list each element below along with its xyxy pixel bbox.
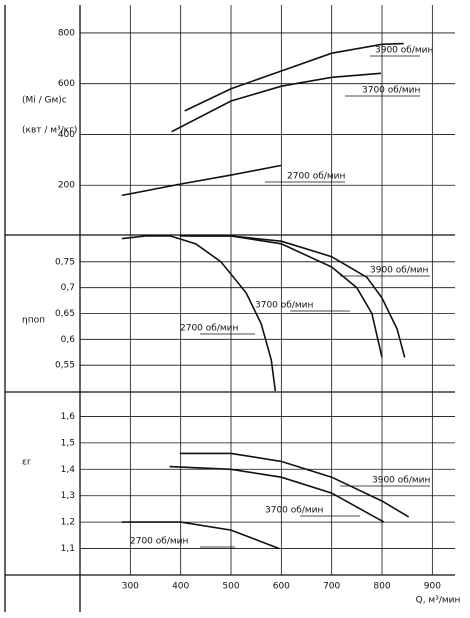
y-axis-label: (Mi / Gм)с (22, 96, 67, 106)
y-tick-label: 0,6 (61, 335, 76, 345)
series-label: 2700 об/мин (287, 172, 345, 182)
y-tick-label: 0,7 (61, 283, 75, 293)
y-tick-label: 400 (58, 130, 75, 140)
y-tick-label: 1,1 (61, 544, 75, 554)
y-tick-label: 1,3 (61, 491, 75, 501)
y-tick-label: 1,5 (61, 438, 75, 448)
series-label: 3900 об/мин (372, 476, 430, 486)
curve (171, 72, 382, 133)
y-axis-label: ηпоп (22, 316, 45, 326)
curve (179, 452, 410, 518)
y-tick-label: 1,2 (61, 518, 75, 528)
y-axis-label: εr (22, 458, 31, 468)
y-tick-label: 600 (58, 79, 75, 89)
curve (121, 235, 277, 392)
y-tick-label: 0,55 (55, 361, 75, 371)
x-tick-label: 800 (373, 582, 390, 592)
y-tick-label: 800 (58, 28, 75, 38)
series-label: 2700 об/мин (180, 324, 238, 334)
series-label: 3900 об/мин (370, 266, 428, 276)
curve (179, 235, 383, 358)
y-axis-label: (квт / м³/кг) (22, 126, 77, 136)
series-label: 3900 об/мин (375, 46, 433, 56)
x-axis-label: Q, м³/мин (416, 596, 461, 606)
x-tick-label: 400 (172, 582, 189, 592)
series-label: 3700 об/мин (255, 301, 313, 311)
y-tick-label: 1,6 (61, 412, 76, 422)
x-tick-label: 300 (122, 582, 139, 592)
series-label: 2700 об/мин (130, 537, 188, 547)
series-label: 3700 об/мин (362, 86, 420, 96)
x-tick-label: 900 (424, 582, 441, 592)
series-label: 3700 об/мин (265, 506, 323, 516)
x-tick-label: 700 (323, 582, 340, 592)
curve (169, 465, 385, 523)
curve (184, 42, 404, 112)
x-tick-label: 600 (273, 582, 290, 592)
y-tick-label: 0,65 (55, 309, 75, 319)
curve (121, 521, 280, 550)
y-tick-label: 200 (58, 181, 75, 191)
y-tick-label: 1,4 (61, 465, 76, 475)
y-tick-label: 0,75 (55, 257, 75, 267)
curve (121, 164, 282, 197)
x-tick-label: 500 (222, 582, 239, 592)
